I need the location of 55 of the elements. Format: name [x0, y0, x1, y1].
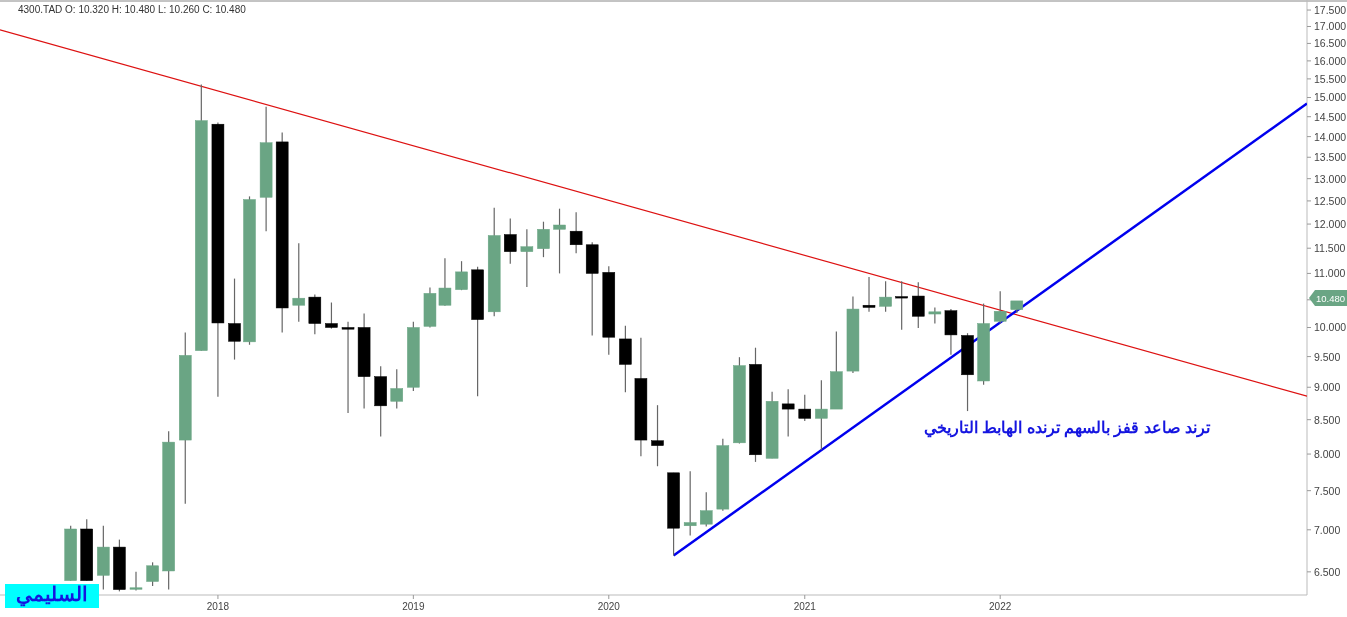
- candlestick: [520, 228, 534, 288]
- candlestick: [651, 404, 664, 467]
- candlestick: [928, 306, 942, 325]
- candlestick: [325, 301, 338, 330]
- y-tick-label: 6.500: [1314, 565, 1341, 578]
- candlestick: [798, 394, 812, 422]
- y-tick-label: 17.500: [1314, 4, 1347, 17]
- y-tick-label: 7.000: [1314, 523, 1341, 536]
- chart-title: 4300.TAD O: 10.320 H: 10.480 L: 10.260 C: 10.480: [18, 4, 247, 15]
- y-tick-label: 8.500: [1314, 413, 1341, 426]
- y-tick-label: 12.500: [1314, 194, 1347, 207]
- y-tick-label: 17.000: [1314, 20, 1347, 33]
- candlestick: [341, 321, 355, 414]
- x-tick-label: 2018: [206, 601, 230, 612]
- y-tick-label: 16.000: [1314, 54, 1347, 67]
- candlestick: [553, 208, 566, 275]
- y-tick-label: 10.000: [1314, 321, 1347, 334]
- y-tick-label: 15.500: [1314, 72, 1347, 85]
- candlestick: [569, 211, 583, 254]
- y-tick-label: 15.000: [1314, 91, 1347, 104]
- candlestick: [683, 470, 697, 537]
- x-tick-label: 2020: [597, 601, 621, 612]
- candlestick: [862, 276, 876, 313]
- y-tick-label: 9.000: [1314, 381, 1341, 394]
- candlestick: [895, 280, 908, 331]
- candlestick: [879, 280, 892, 313]
- y-tick-label: 9.500: [1314, 350, 1341, 363]
- candlestick: [455, 260, 468, 291]
- y-tick-label: 12.000: [1314, 218, 1347, 231]
- text: 10.480: [1316, 293, 1346, 304]
- y-tick-label: 14.500: [1314, 110, 1347, 123]
- candlestick: [993, 290, 1007, 325]
- x-tick-label: 2022: [989, 601, 1012, 612]
- x-tick-label: 2021: [793, 601, 817, 612]
- y-tick-label: 16.500: [1314, 37, 1347, 50]
- annotation: ترند صاعد قفز بالسهم ترنده الهابط التاريخي: [923, 419, 1212, 438]
- y-tick-label: 11.500: [1314, 242, 1346, 255]
- candlestick: [504, 217, 517, 265]
- candlestick: [699, 491, 713, 528]
- candlestick: [390, 368, 404, 410]
- candlestick: [146, 561, 159, 587]
- candlestick: [781, 388, 795, 438]
- annotation: السليمي: [16, 583, 88, 607]
- candlestick: [912, 281, 925, 329]
- y-tick-label: 13.000: [1314, 172, 1347, 185]
- x-tick-label: 2019: [402, 601, 425, 612]
- y-tick-label: 14.000: [1314, 130, 1347, 143]
- y-tick-label: 8.000: [1314, 448, 1341, 461]
- candlestick: [537, 221, 550, 258]
- candlestick: [815, 379, 828, 451]
- y-tick-label: 13.500: [1314, 151, 1347, 164]
- y-tick-label: 7.500: [1314, 484, 1341, 497]
- candlestick: [292, 242, 306, 323]
- y-tick-label: 11.000: [1314, 267, 1346, 280]
- candlestick: [228, 278, 241, 361]
